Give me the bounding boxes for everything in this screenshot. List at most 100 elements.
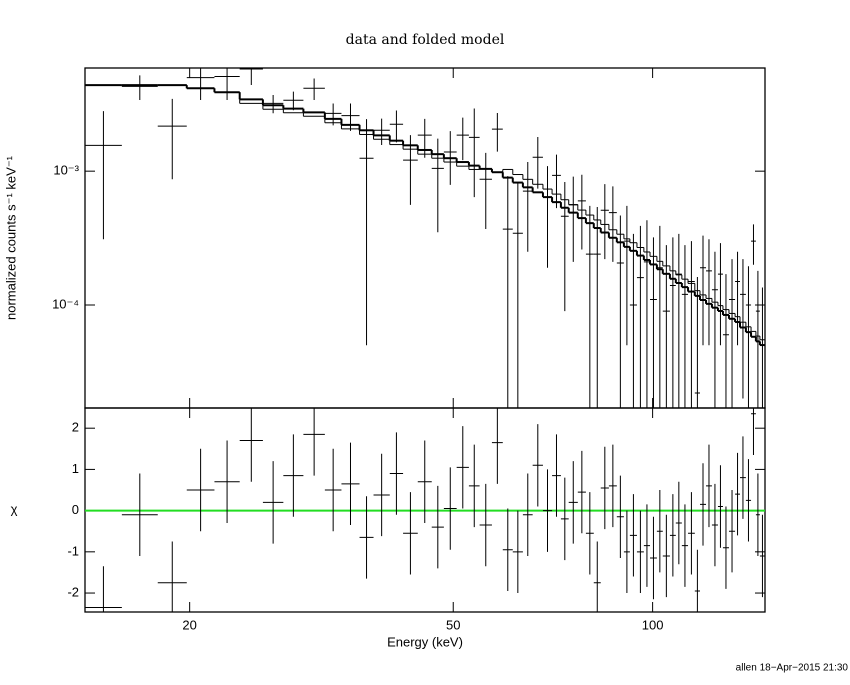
data-point bbox=[650, 237, 657, 408]
residual-point bbox=[675, 481, 682, 565]
y-tick-label: -2 bbox=[67, 584, 79, 599]
data-point bbox=[694, 276, 700, 408]
residual-point bbox=[751, 408, 756, 455]
residual-point bbox=[650, 516, 657, 600]
residual-point bbox=[740, 436, 746, 519]
data-point bbox=[214, 68, 240, 101]
residual-point bbox=[656, 490, 663, 573]
data-point bbox=[186, 68, 215, 101]
residual-point bbox=[711, 483, 718, 567]
residual-point bbox=[532, 424, 543, 507]
data-point bbox=[303, 78, 325, 101]
residual-point bbox=[717, 465, 723, 548]
data-point bbox=[681, 245, 689, 408]
data-point bbox=[717, 243, 723, 346]
data-point bbox=[443, 131, 457, 185]
x-tick-label: 50 bbox=[446, 617, 460, 632]
residual-point bbox=[552, 434, 561, 517]
data-point bbox=[740, 259, 746, 399]
data-point bbox=[675, 233, 682, 408]
residual-point bbox=[706, 444, 712, 528]
y-axis-label: χ bbox=[11, 501, 18, 516]
data-point bbox=[711, 251, 718, 408]
residual-point bbox=[745, 459, 752, 542]
data-point bbox=[722, 274, 729, 408]
data-point bbox=[85, 111, 122, 240]
residual-point bbox=[239, 408, 263, 482]
data-point bbox=[643, 220, 651, 408]
residual-point bbox=[643, 504, 651, 587]
residual-point bbox=[389, 432, 404, 515]
data-point bbox=[745, 266, 752, 408]
data-point bbox=[560, 181, 569, 312]
footer: allen 18−Apr−2015 21:30 bbox=[736, 663, 849, 674]
data-point bbox=[751, 224, 756, 265]
data-point bbox=[341, 103, 360, 131]
residual-point bbox=[694, 549, 700, 612]
data-point bbox=[629, 233, 637, 408]
data-point bbox=[728, 259, 736, 408]
data-point bbox=[755, 270, 760, 408]
x-tick-label: 20 bbox=[182, 617, 196, 632]
residual-point bbox=[623, 510, 630, 594]
data-point bbox=[417, 118, 432, 158]
data-point bbox=[706, 239, 712, 346]
data-point bbox=[623, 205, 630, 346]
residual-point bbox=[759, 514, 765, 598]
data-point bbox=[656, 225, 663, 408]
residual-point bbox=[512, 510, 523, 594]
data-point bbox=[600, 184, 609, 260]
data-point bbox=[283, 91, 304, 111]
residual-point bbox=[616, 475, 624, 559]
residual-point bbox=[629, 494, 637, 577]
data-point bbox=[542, 166, 553, 268]
residual-point bbox=[735, 452, 741, 536]
data-point bbox=[616, 215, 624, 408]
residual-point bbox=[468, 444, 480, 528]
data-point bbox=[389, 110, 404, 143]
residual-point bbox=[568, 461, 578, 544]
residual-point bbox=[522, 473, 533, 556]
data-point bbox=[262, 94, 284, 114]
residual-point bbox=[491, 408, 503, 484]
residual-point bbox=[157, 541, 187, 612]
data-point bbox=[688, 241, 695, 408]
y-tick-label: 2 bbox=[72, 420, 79, 435]
residual-point bbox=[669, 494, 676, 577]
y-tick-label: 1 bbox=[72, 461, 79, 476]
y-tick-label: 10⁻⁴ bbox=[52, 296, 79, 311]
residual-point bbox=[608, 444, 617, 528]
residual-point bbox=[456, 426, 469, 509]
residual-point bbox=[662, 514, 670, 598]
data-point bbox=[512, 182, 523, 408]
data-point bbox=[577, 174, 586, 250]
residual-point bbox=[755, 473, 760, 556]
y-tick-label: 10⁻³ bbox=[53, 163, 79, 178]
data-point bbox=[608, 186, 617, 262]
data-point bbox=[585, 205, 594, 408]
data-point bbox=[479, 152, 492, 229]
residual-point bbox=[560, 477, 569, 561]
data-point bbox=[502, 176, 513, 408]
data-point bbox=[456, 117, 469, 161]
data-point bbox=[532, 137, 543, 189]
data-point bbox=[121, 75, 158, 101]
data-point bbox=[359, 119, 374, 346]
data-point bbox=[699, 235, 707, 346]
residual-point bbox=[542, 469, 553, 552]
residual-point bbox=[324, 448, 342, 532]
residual-point bbox=[600, 446, 609, 530]
residual-point bbox=[262, 461, 284, 544]
data-point bbox=[403, 135, 418, 205]
residual-point bbox=[699, 463, 707, 546]
data-point bbox=[522, 162, 533, 252]
residual-point bbox=[85, 566, 122, 612]
data-point bbox=[636, 225, 644, 408]
data-point bbox=[759, 287, 765, 408]
data-point bbox=[239, 68, 263, 86]
x-tick-label: 100 bbox=[642, 617, 664, 632]
data-point bbox=[669, 237, 676, 408]
y-tick-label: 0 bbox=[72, 502, 79, 517]
